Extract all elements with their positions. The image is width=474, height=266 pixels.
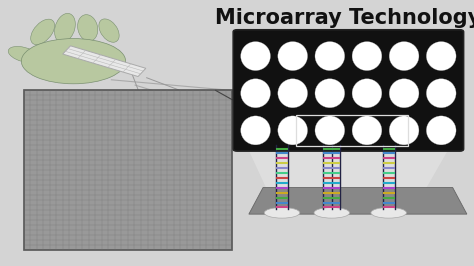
Ellipse shape	[278, 41, 308, 70]
Ellipse shape	[278, 79, 308, 108]
Ellipse shape	[371, 207, 406, 218]
Ellipse shape	[21, 39, 126, 84]
Ellipse shape	[278, 116, 308, 145]
Ellipse shape	[389, 79, 419, 108]
Ellipse shape	[389, 116, 419, 145]
Ellipse shape	[352, 116, 382, 145]
Ellipse shape	[352, 41, 382, 70]
Ellipse shape	[241, 116, 270, 145]
Ellipse shape	[427, 79, 456, 108]
Text: Microarray Technology: Microarray Technology	[215, 8, 474, 28]
Ellipse shape	[99, 19, 119, 42]
Polygon shape	[249, 188, 467, 214]
Ellipse shape	[315, 41, 345, 70]
Polygon shape	[63, 46, 146, 77]
Bar	[24, 90, 232, 250]
Ellipse shape	[31, 19, 55, 45]
Ellipse shape	[315, 116, 345, 145]
Ellipse shape	[78, 15, 98, 41]
Ellipse shape	[389, 41, 419, 70]
Ellipse shape	[427, 116, 456, 145]
Ellipse shape	[314, 207, 349, 218]
Ellipse shape	[315, 79, 345, 108]
Ellipse shape	[264, 207, 300, 218]
Ellipse shape	[241, 41, 270, 70]
Ellipse shape	[8, 47, 39, 63]
Polygon shape	[248, 149, 448, 192]
FancyBboxPatch shape	[233, 30, 464, 151]
Ellipse shape	[427, 41, 456, 70]
Ellipse shape	[352, 79, 382, 108]
Ellipse shape	[241, 79, 270, 108]
Bar	[296, 115, 408, 146]
Ellipse shape	[55, 13, 75, 43]
